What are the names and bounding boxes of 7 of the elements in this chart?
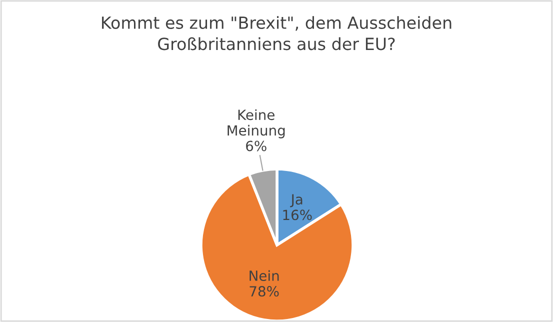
data-label: 78% [250, 286, 279, 297]
data-label: 16% [283, 210, 312, 220]
slice-label: Ja [290, 194, 302, 208]
slice-label: Nein [250, 270, 279, 282]
chart-title: Kommt es zum "Brexit", dem Ausscheiden Großbritanniens aus der EU? [102, 16, 452, 50]
data-label: 6% [246, 140, 266, 152]
slice-label: Keine Meinung [228, 109, 285, 138]
